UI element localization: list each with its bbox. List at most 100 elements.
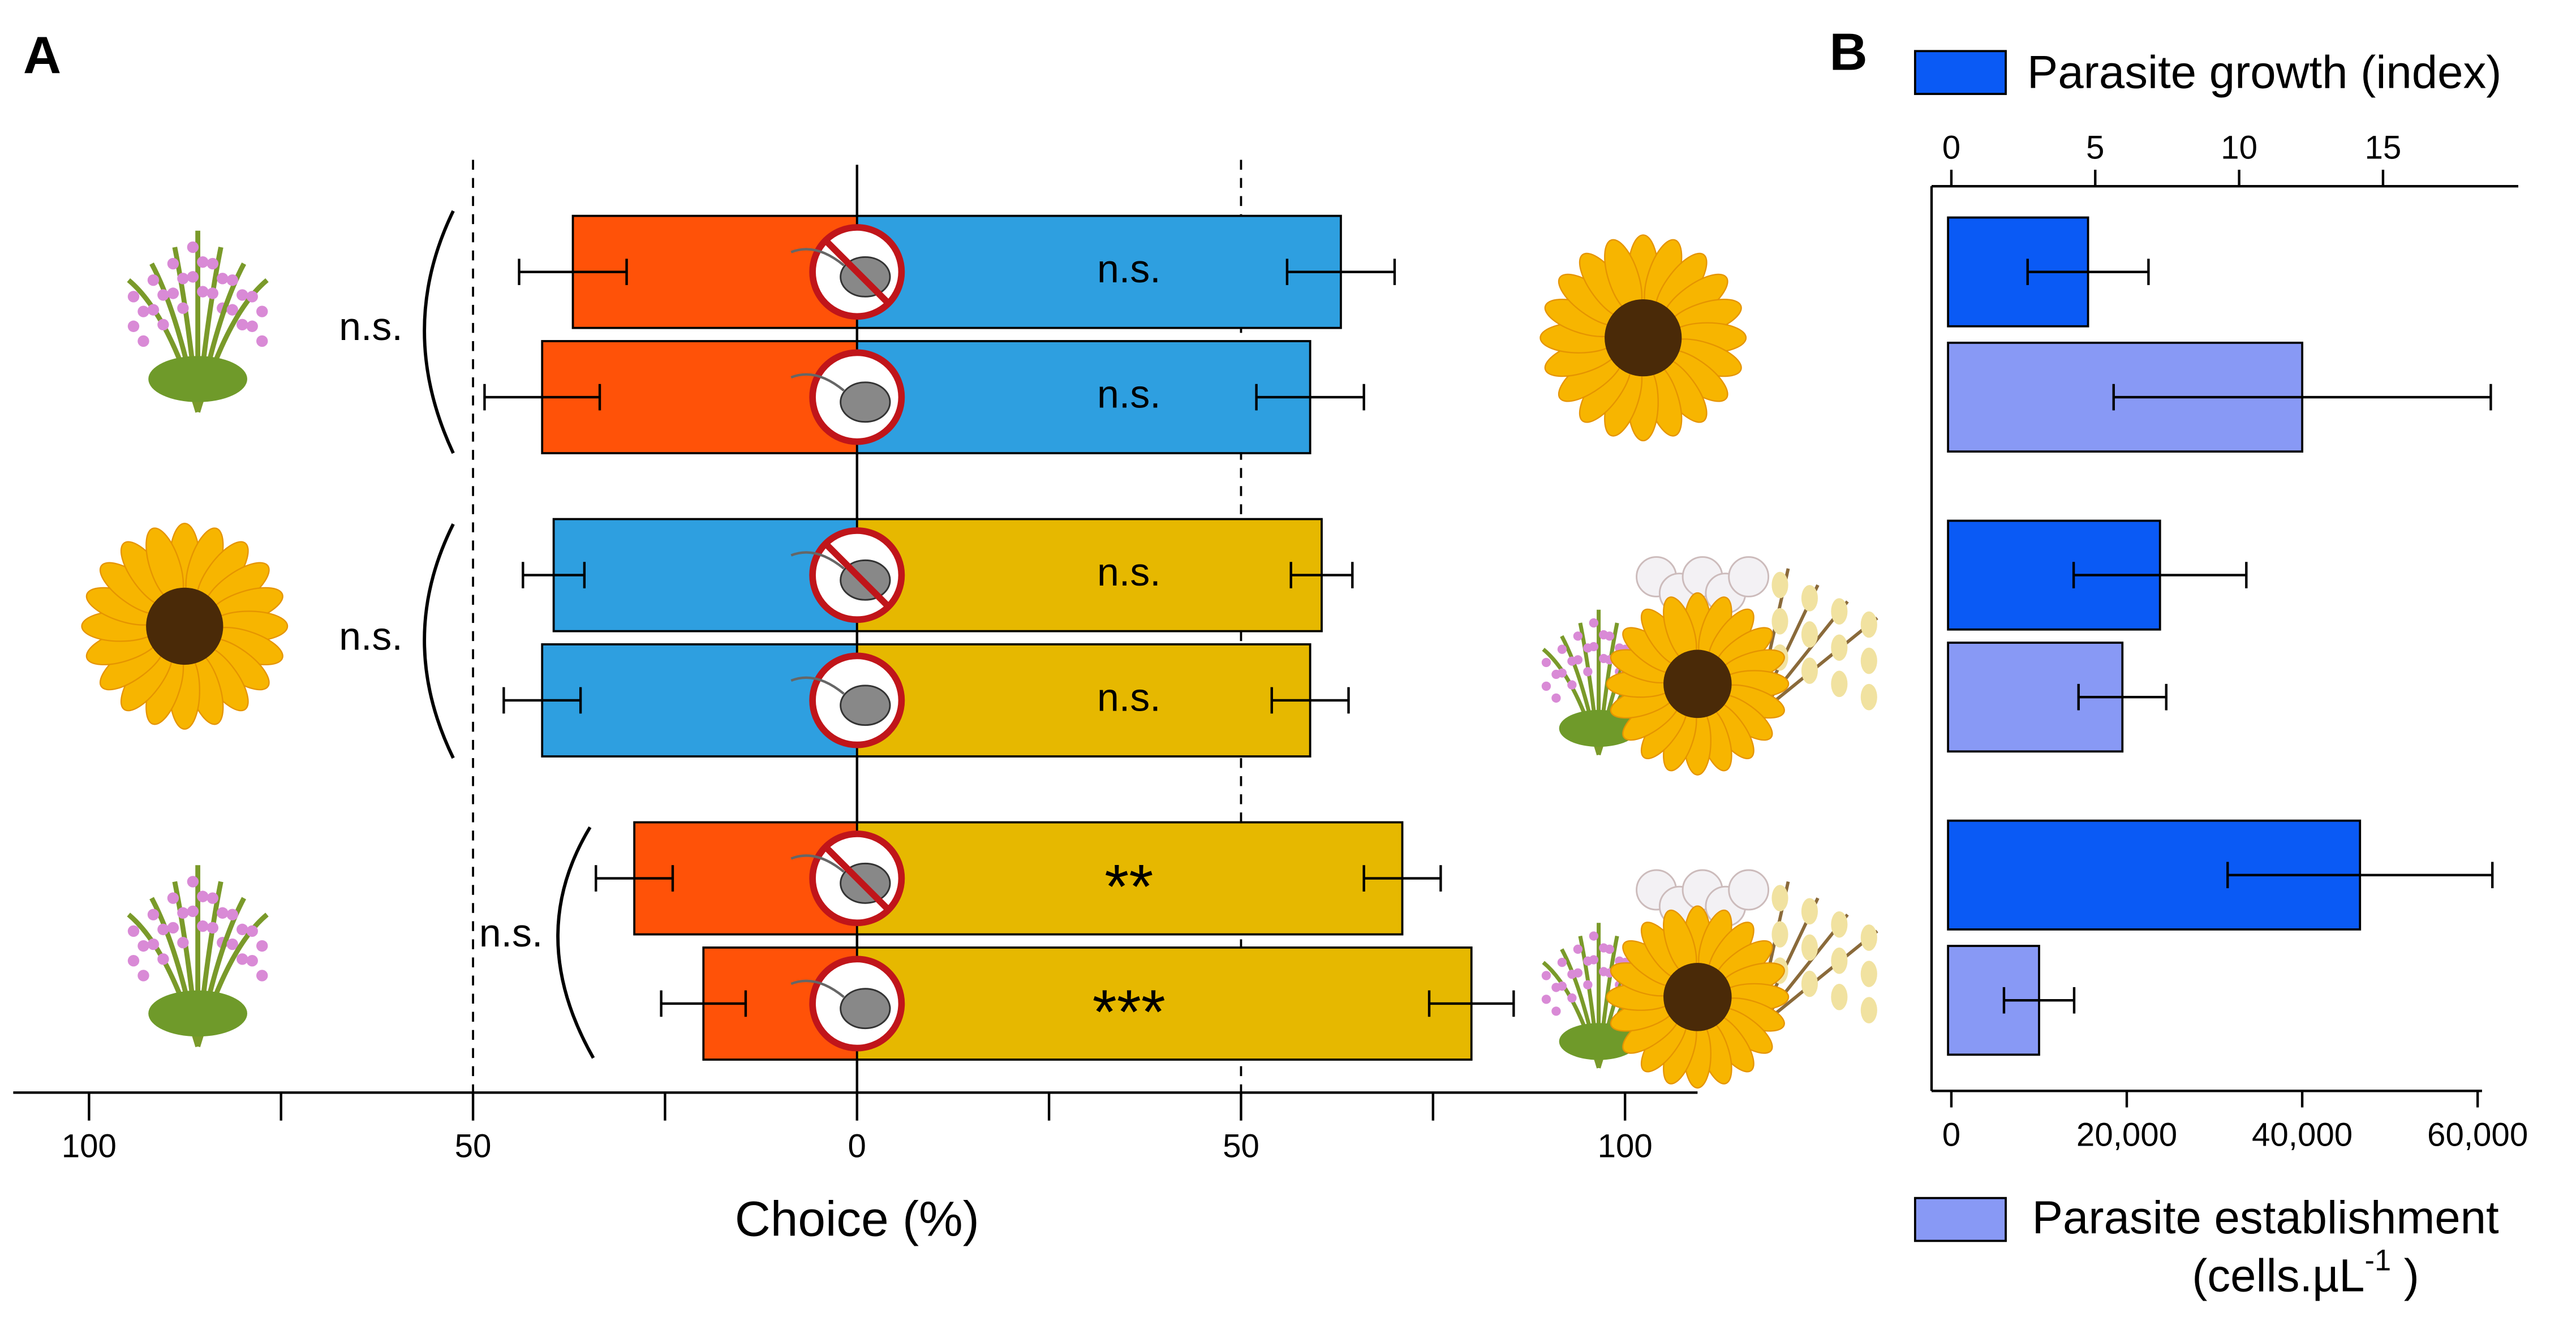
x-tick-label: 20,000 — [2076, 1116, 2177, 1153]
flower — [137, 305, 149, 317]
bar-left — [541, 643, 858, 758]
catkin — [1801, 970, 1818, 997]
group-label: n.s. — [339, 614, 403, 659]
catkin — [1860, 997, 1877, 1023]
flower — [207, 922, 219, 934]
catkin — [1771, 608, 1788, 635]
parasite-icon — [790, 527, 905, 623]
legend-label: Parasite growth (index) — [2027, 47, 2501, 98]
flower — [167, 287, 179, 299]
flower — [177, 936, 189, 949]
catkin — [1860, 961, 1877, 987]
flower — [246, 955, 258, 967]
icon-stem — [790, 676, 845, 695]
flower — [127, 925, 140, 937]
bar-right — [855, 518, 1323, 632]
flower — [1589, 642, 1599, 652]
catkin — [1860, 683, 1877, 711]
flower — [1589, 955, 1599, 965]
flower — [236, 289, 248, 301]
flower — [1605, 631, 1614, 641]
x-tick-label: 5 — [2086, 129, 2104, 166]
x-tick-label: 10 — [2221, 129, 2257, 166]
foliage — [1559, 709, 1639, 747]
flower — [207, 287, 219, 299]
catkin — [1771, 885, 1788, 911]
flower — [1573, 968, 1583, 978]
flower — [1541, 971, 1551, 980]
catkin — [1801, 934, 1818, 961]
legend-swatch — [1913, 50, 2007, 95]
flower — [1589, 618, 1599, 628]
x-tick-label: 100 — [62, 1128, 117, 1165]
x-tick-label: 0 — [848, 1128, 866, 1165]
flower — [226, 304, 238, 316]
icon-stem — [790, 979, 845, 998]
flower — [187, 241, 199, 253]
significance-label: ** — [1104, 852, 1153, 922]
flower — [177, 907, 189, 919]
catkin — [1860, 647, 1877, 674]
flower — [157, 923, 169, 936]
x-axis-title: Choice (%) — [735, 1191, 979, 1246]
legend-label: Parasite establishment — [2032, 1192, 2499, 1243]
disc — [1663, 963, 1732, 1031]
flower — [157, 319, 169, 331]
foliage — [148, 356, 247, 402]
flower — [1551, 1006, 1561, 1016]
flower — [147, 304, 160, 316]
icon-leaf — [840, 988, 891, 1030]
flower — [137, 970, 149, 982]
group-label: n.s. — [339, 304, 403, 348]
catkin — [1831, 911, 1848, 938]
braces — [423, 210, 595, 1059]
catkin — [1801, 657, 1818, 684]
significance-label: n.s. — [1097, 247, 1161, 291]
bar-right — [855, 643, 1311, 758]
flower — [167, 257, 179, 270]
icon-stem — [790, 373, 845, 392]
flower — [1573, 631, 1583, 641]
x-tick-label: 15 — [2365, 129, 2402, 166]
legend-unit-part: ) — [2391, 1250, 2419, 1301]
sunflower — [1606, 592, 1790, 776]
parasite-icon — [790, 652, 905, 748]
apple-blossom — [1728, 556, 1770, 597]
flower — [127, 955, 140, 967]
flower — [226, 274, 238, 286]
flower — [177, 273, 189, 285]
flower — [197, 920, 209, 932]
catkin — [1831, 984, 1848, 1010]
icon-leaf — [840, 685, 891, 726]
flower — [1557, 668, 1567, 678]
flower — [137, 335, 149, 347]
x-tick-label: 60,000 — [2427, 1116, 2528, 1153]
flower — [1541, 681, 1551, 691]
flower — [197, 286, 209, 298]
flower — [256, 305, 268, 317]
legend-unit-part: (cells.µL — [2192, 1250, 2364, 1301]
flower — [236, 953, 248, 965]
flower — [1583, 980, 1593, 989]
foliage — [148, 990, 247, 1037]
panel-label: A — [23, 25, 61, 84]
legend-swatch — [1913, 1197, 2007, 1242]
bar-right — [855, 340, 1311, 454]
icon-slash — [823, 845, 891, 913]
x-tick-label: 0 — [1942, 1116, 1960, 1153]
sunflower — [1539, 234, 1747, 442]
significance-label: n.s. — [1097, 372, 1161, 416]
brace — [556, 826, 595, 1059]
significance-label: n.s. — [1097, 550, 1161, 594]
flower — [1551, 693, 1561, 703]
flower — [1557, 957, 1567, 967]
legend-unit-part: -1 — [2365, 1244, 2392, 1277]
parasite-icon — [790, 224, 905, 320]
parasite-icon — [790, 830, 905, 927]
flower — [236, 319, 248, 331]
heather — [127, 865, 269, 1047]
x-tick-label: 0 — [1942, 129, 1960, 166]
flower — [187, 271, 199, 283]
catkin — [1831, 947, 1848, 974]
